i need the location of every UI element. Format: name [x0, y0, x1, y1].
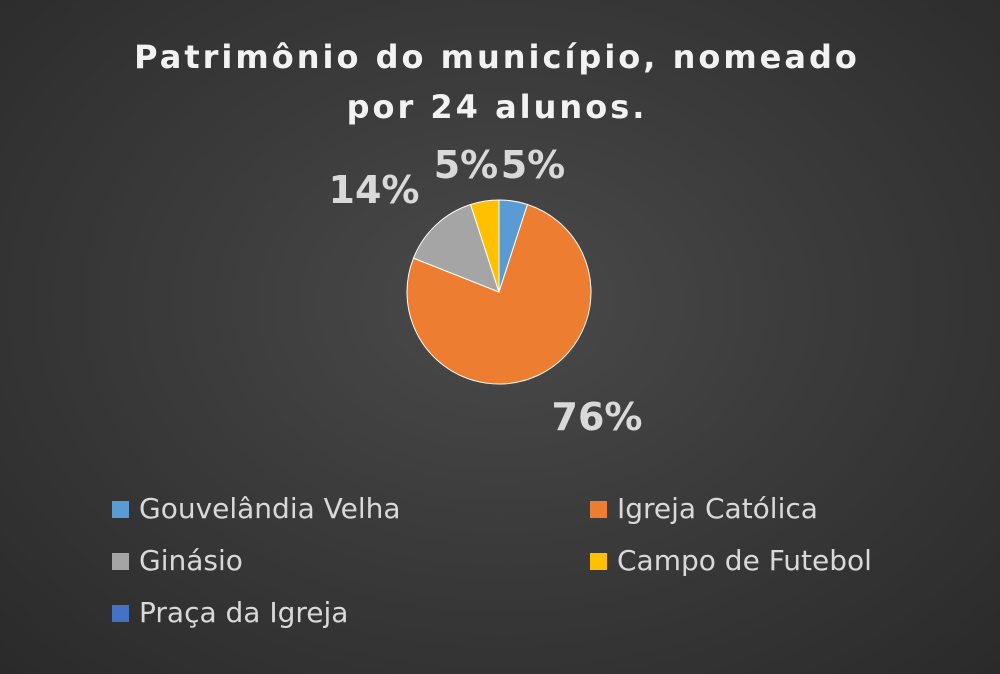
legend-swatch-3	[590, 553, 607, 570]
pie-slices	[406, 199, 592, 385]
legend-label-4: Praça da Igreja	[139, 596, 348, 629]
legend-label-2: Ginásio	[139, 544, 243, 577]
data-label-0: 5%	[501, 143, 566, 187]
data-label-3: 5%	[434, 143, 499, 187]
chart-title-line-1: Patrimônio do município, nomeado	[134, 38, 860, 76]
legend-swatch-1	[590, 501, 607, 518]
legend-swatch-2	[112, 553, 129, 570]
legend: Gouvelândia Velha Igreja Católica Ginásio C…	[112, 492, 872, 629]
legend-swatch-0	[112, 501, 129, 518]
legend-label-1: Igreja Católica	[617, 492, 818, 525]
data-labels: 5% 76% 14% 5%	[329, 143, 643, 439]
legend-swatch-4	[112, 605, 129, 622]
data-label-2: 14%	[329, 168, 420, 212]
pie-slice-1	[406, 203, 592, 385]
pie-slice-3	[469, 199, 500, 293]
data-label-1: 76%	[552, 395, 643, 439]
legend-label-0: Gouvelândia Velha	[139, 492, 401, 525]
legend-label-3: Campo de Futebol	[617, 544, 872, 577]
chart-title-line-2: por 24 alunos.	[347, 88, 648, 126]
